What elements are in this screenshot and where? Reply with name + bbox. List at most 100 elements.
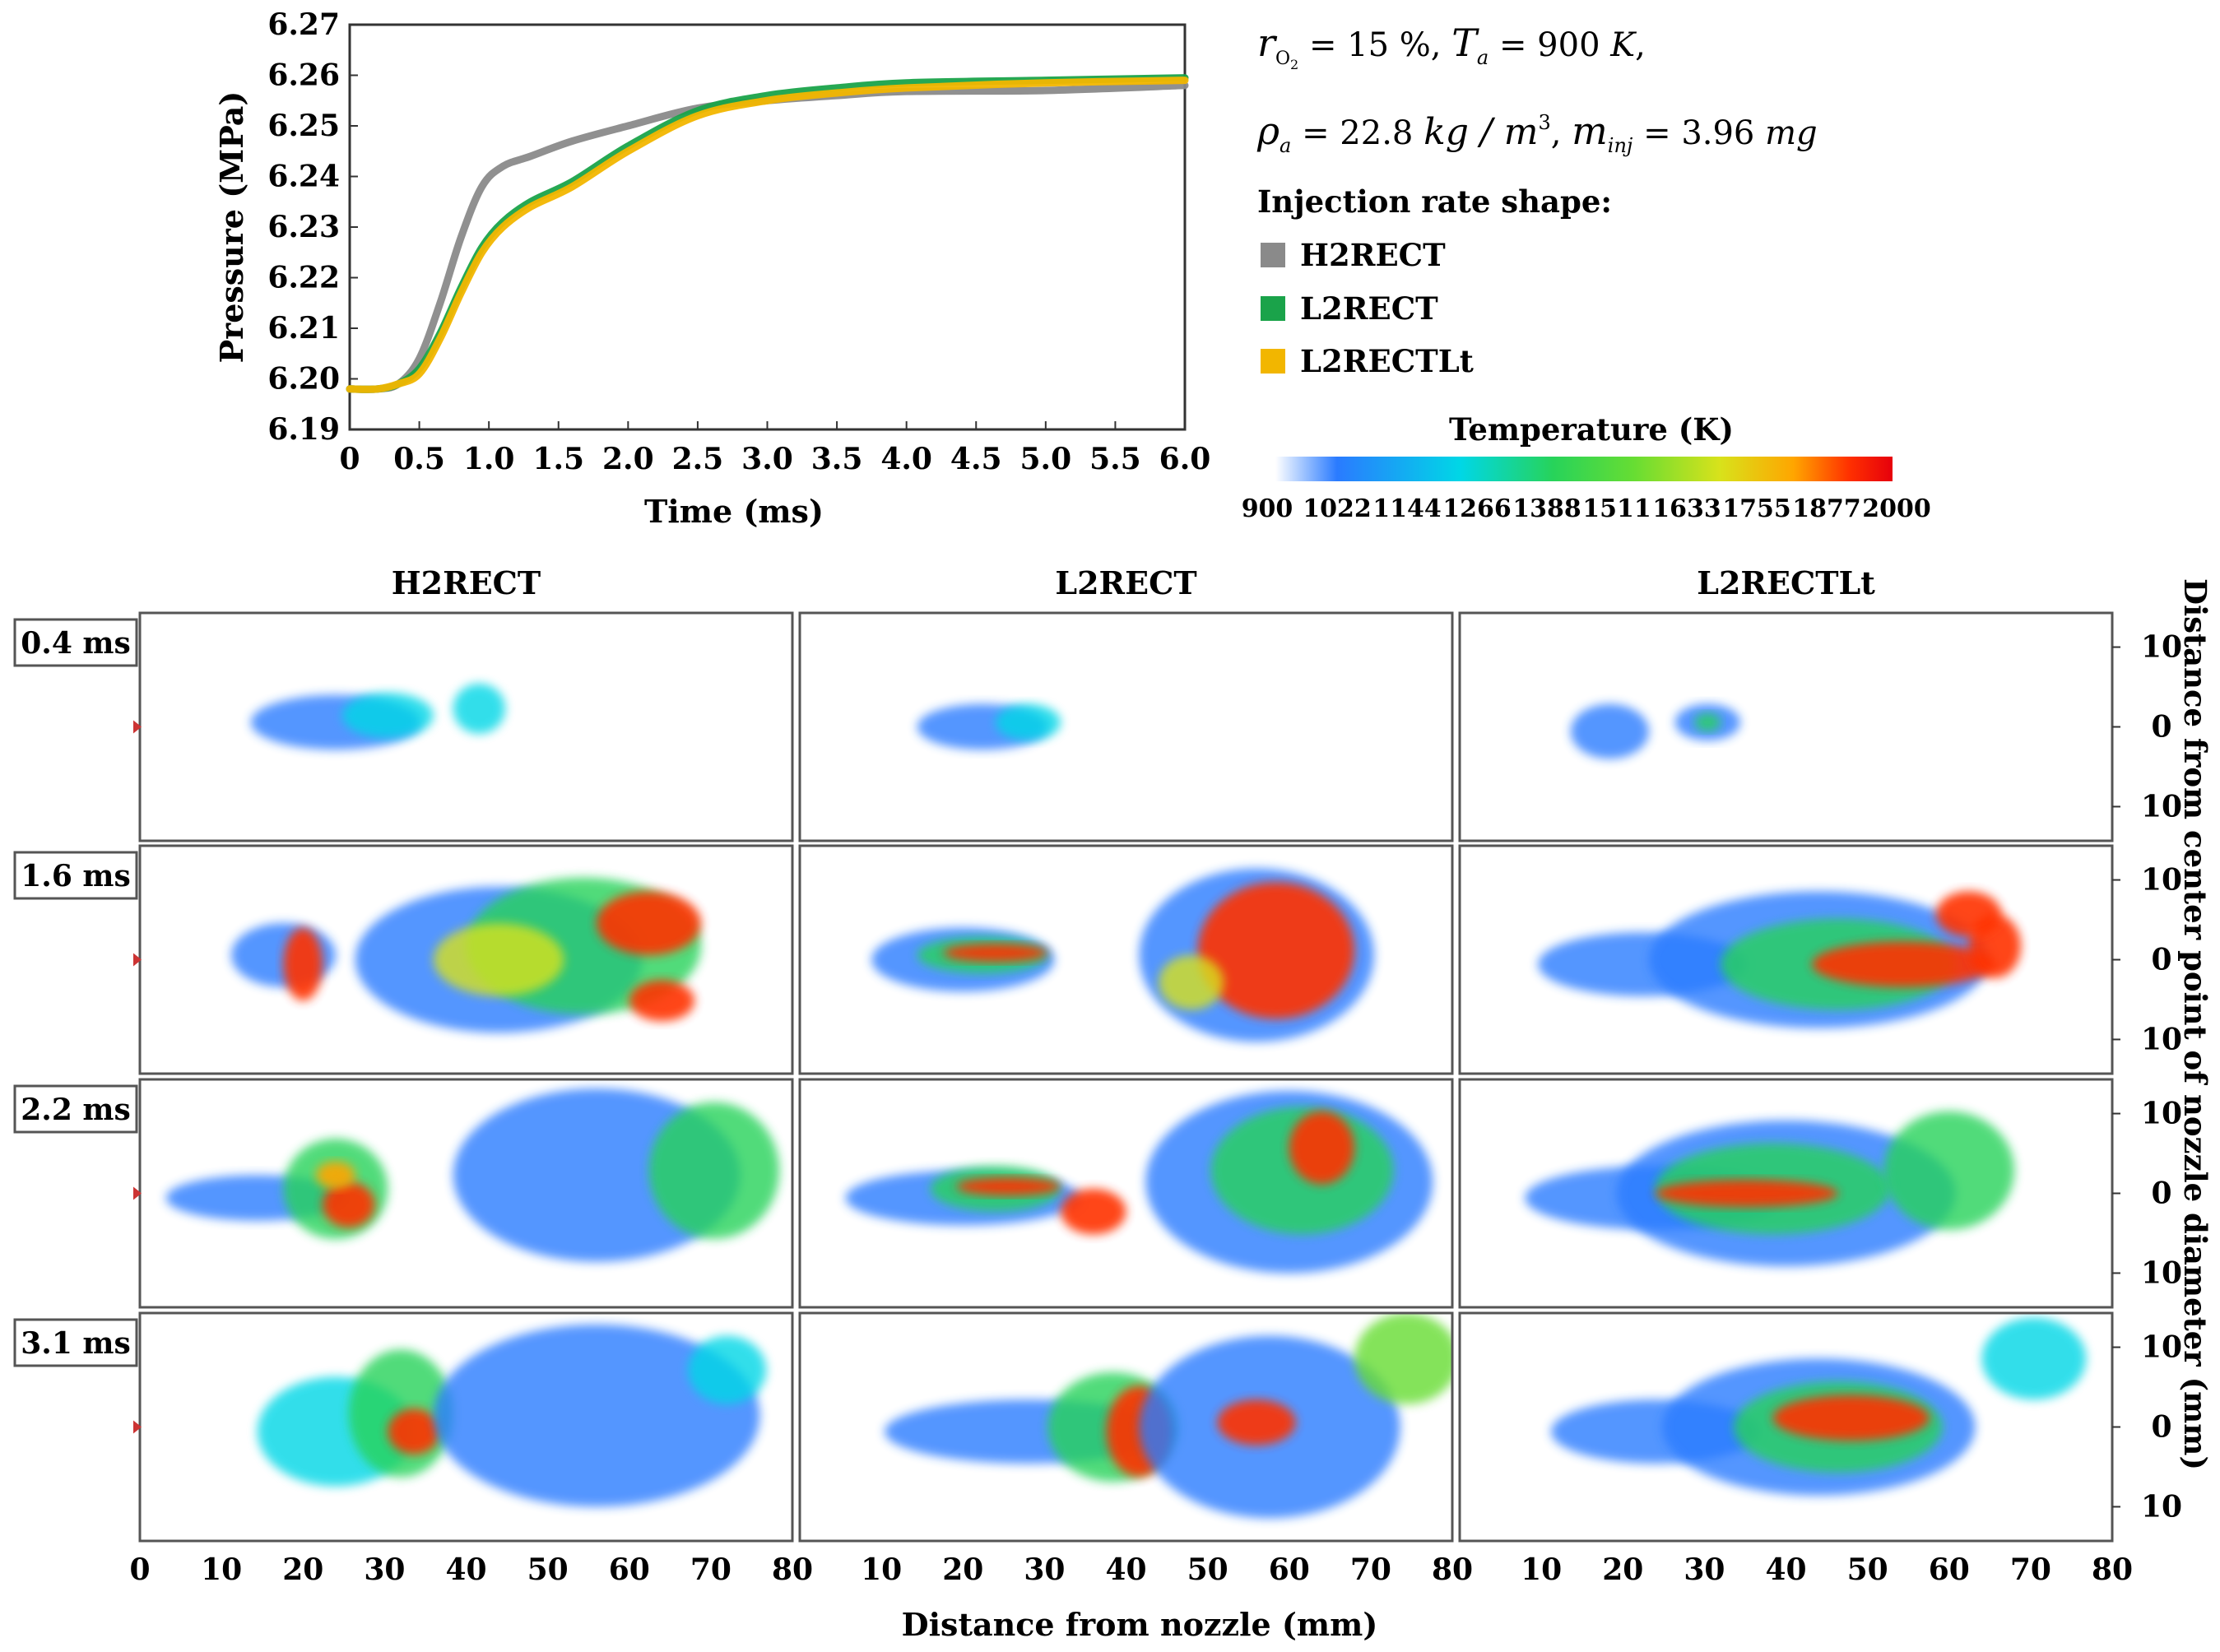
- flame-field: [257, 1324, 767, 1507]
- colorbar-tick-label: 2000: [1862, 494, 1931, 523]
- flame-region: [453, 683, 506, 734]
- flame-region: [1289, 1111, 1355, 1185]
- colorbar-tick-label: 1633: [1652, 494, 1721, 523]
- flame-region: [943, 944, 1048, 963]
- heatmap-x-tick-label: 70: [1350, 1552, 1391, 1587]
- heatmap-y-tick-label: 10: [2141, 863, 2182, 898]
- y-tick-label: 6.27: [267, 7, 340, 42]
- nozzle-marker: [133, 953, 142, 967]
- x-tick-label: 6.0: [1159, 442, 1211, 476]
- flame-region: [341, 692, 434, 739]
- panel-l2rectlt-3.1ms: [1458, 1311, 2114, 1543]
- x-tick-label: 1.0: [463, 442, 515, 476]
- colorbar-gradient: [1275, 457, 1893, 481]
- x-tick-label: 2.0: [602, 442, 654, 476]
- heatmap-y-tick-label: 10: [2141, 1330, 2182, 1365]
- flame-region: [1883, 1111, 2015, 1230]
- flame-region: [1694, 712, 1721, 732]
- row-label-text: 0.4 ms: [21, 626, 131, 661]
- flame-field: [845, 1090, 1433, 1274]
- panel-l2rect-3.1ms: [798, 1311, 1454, 1543]
- flame-region: [956, 1177, 1061, 1196]
- heatmap-x-tick-label: 20: [282, 1552, 323, 1587]
- pressure-line-chart: 0 0.5 1.0 1.5 2.0 2.5 3.0 3.5 4.0 4.5 5.0 5.5 6.0 6.…: [213, 7, 1210, 530]
- colorbar-tick-label: 900: [1242, 494, 1293, 523]
- flame-field: [871, 868, 1374, 1042]
- heatmap-x-tick-label: 60: [1269, 1552, 1310, 1587]
- panel-background: [800, 613, 1452, 841]
- row-label-box: [13, 618, 138, 667]
- panel-l2rectlt-0.4ms: [1458, 611, 2114, 842]
- legend-swatch-h2rect: [1261, 243, 1285, 267]
- y-tick-label: 6.20: [267, 362, 340, 397]
- heatmap-x-tick-label: 0: [129, 1552, 150, 1587]
- flame-region: [1061, 1188, 1126, 1235]
- heatmap-y-tick-label: 0: [2151, 943, 2171, 977]
- heatmap-x-tick-label: 30: [1684, 1552, 1725, 1587]
- column-header-h2rect: H2RECT: [392, 564, 541, 601]
- flame-field: [917, 703, 1061, 750]
- heatmap-x-tick-label: 50: [1187, 1552, 1228, 1587]
- legend-item-l2rect: L2RECT: [1261, 290, 1438, 327]
- colorbar-tick-label: 1877: [1792, 494, 1861, 523]
- panel-l2rectlt-1.6ms: [1458, 844, 2114, 1075]
- panel-h2rect-1.6ms: [138, 844, 794, 1075]
- colorbar-tick-label: 1022: [1303, 494, 1372, 523]
- legend-heading: Injection rate shape:: [1257, 183, 1612, 220]
- flame-field: [1551, 1317, 2087, 1496]
- column-headers: H2RECT L2RECT L2RECTLt: [392, 564, 1875, 601]
- y-tick-label: 6.24: [267, 160, 340, 194]
- flame-region: [1655, 1179, 1838, 1208]
- heatmap-x-tick-label: 50: [1847, 1552, 1888, 1587]
- x-axis-label: Time (ms): [644, 493, 824, 530]
- heatmap-x-tick-label: 70: [690, 1552, 731, 1587]
- flame-field: [1525, 1111, 2015, 1267]
- flame-region: [283, 927, 323, 1001]
- row-label-box: [13, 851, 138, 900]
- colorbar-tick-label: 1144: [1372, 494, 1442, 523]
- x-tick-label: 3.0: [741, 442, 793, 476]
- y-tick-label: 6.21: [267, 311, 340, 346]
- flame-region: [1354, 1313, 1452, 1404]
- flame-field: [1570, 703, 1740, 759]
- heatmap-x-ticks: 0 10 20 30 40 50 60 70 80 10 20 30 40 50 60 70 80 10 20 30 4…: [129, 1552, 2133, 1587]
- heatmap-y-tick-label: 10: [2141, 630, 2182, 665]
- panel-h2rect-2.2ms: [138, 1078, 794, 1309]
- heatmap-x-tick-label: 50: [527, 1552, 569, 1587]
- heatmap-x-tick-label: 10: [201, 1552, 242, 1587]
- x-tick-label: 5.0: [1020, 442, 1072, 476]
- flame-field: [250, 683, 506, 750]
- row-label-text: 1.6 ms: [21, 859, 131, 893]
- y-tick-label: 6.25: [267, 109, 340, 143]
- flame-region: [323, 1181, 375, 1228]
- x-tick-label: 0: [339, 442, 360, 476]
- heatmap-y-ticks: 10 0 10 10 0 10 10 0 10 10 0 10: [2112, 630, 2182, 1524]
- y-axis-label: Pressure (MPa): [213, 91, 250, 364]
- heatmap-x-tick-label: 80: [1432, 1552, 1473, 1587]
- y-tick-label: 6.19: [267, 412, 340, 447]
- heatmap-x-tick-label: 20: [1602, 1552, 1643, 1587]
- x-tick-label: 1.5: [532, 442, 584, 476]
- heatmap-y-tick-label: 10: [2141, 789, 2182, 824]
- flame-region: [1812, 941, 1995, 987]
- series-line-l2rectlt: [346, 77, 1189, 393]
- flame-region: [648, 1102, 780, 1239]
- panel-border: [798, 611, 1454, 842]
- flame-region: [316, 1161, 355, 1189]
- flame-region: [388, 1408, 440, 1455]
- row-label-1.6ms: 1.6 ms: [13, 851, 142, 967]
- panel-border: [798, 1078, 1454, 1309]
- panel-border: [798, 844, 1454, 1075]
- heatmap-y-label: Distance from center point of nozzle dia…: [2177, 578, 2213, 1470]
- x-tick-label: 4.0: [880, 442, 932, 476]
- flame-region: [1772, 1394, 1930, 1441]
- y-tick-label: 6.23: [267, 210, 340, 244]
- temperature-field-grid: H2RECT L2RECT L2RECTLt 0.4 ms 1.6 ms 2.2 ms 3…: [13, 564, 2213, 1643]
- y-tick-label: 6.26: [267, 58, 340, 93]
- heatmap-y-tick-label: 10: [2141, 1022, 2182, 1056]
- x-tick-label: 5.5: [1089, 442, 1141, 476]
- heatmap-y-tick-label: 10: [2141, 1255, 2182, 1290]
- flame-region: [688, 1335, 767, 1404]
- x-tick-label: 2.5: [672, 442, 724, 476]
